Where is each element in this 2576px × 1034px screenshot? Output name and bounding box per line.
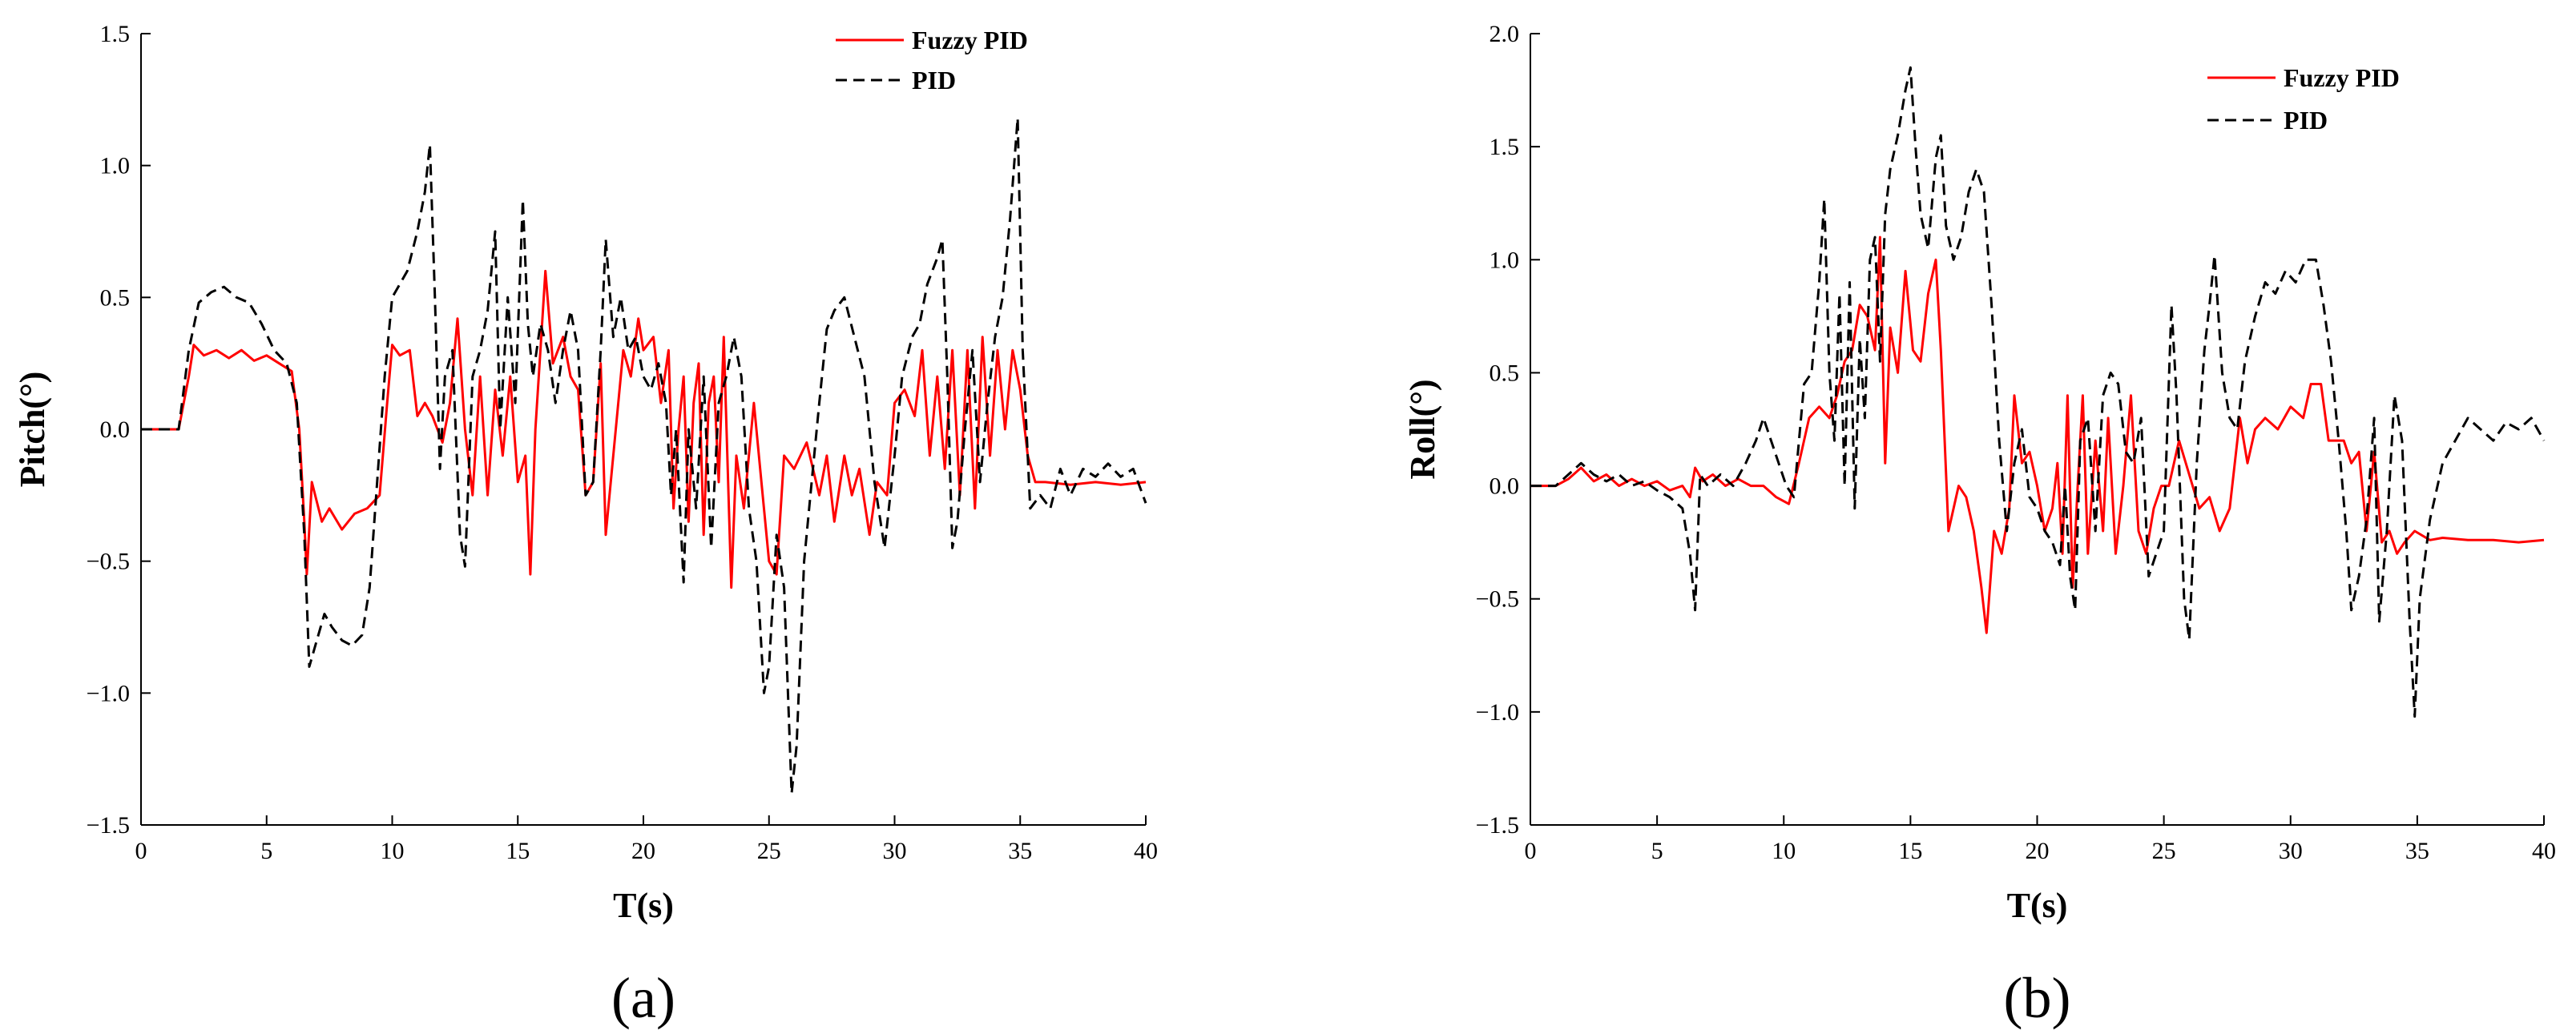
x-tick-label: 0 [1525, 838, 1537, 864]
y-tick-label: −0.5 [87, 549, 130, 575]
legend-label: Fuzzy PID [2284, 63, 2400, 92]
series-line-fuzzy-pid [1530, 235, 2545, 634]
y-axis-title: Pitch(°) [13, 372, 52, 488]
panel-label: (a) [611, 966, 675, 1030]
y-tick-label: −1.5 [1476, 812, 1519, 839]
series-line-pid [141, 116, 1147, 795]
y-axis-title: Roll(°) [1403, 379, 1442, 479]
y-tick-label: 2.0 [1490, 21, 1520, 47]
x-tick-label: 25 [2152, 838, 2176, 864]
x-axis-title: T(s) [2007, 886, 2068, 925]
x-tick-label: 5 [1651, 838, 1663, 864]
y-tick-label: −1.5 [87, 812, 130, 839]
legend-label: Fuzzy PID [912, 26, 1028, 54]
series-line-fuzzy-pid [141, 269, 1147, 589]
series-line-pid [1530, 66, 2546, 718]
y-tick-label: 1.5 [1490, 134, 1520, 160]
y-tick-label: 0.5 [1490, 360, 1520, 386]
y-tick-label: −0.5 [1476, 586, 1519, 613]
x-tick-label: 20 [2026, 838, 2050, 864]
y-tick-label: 1.5 [100, 21, 131, 47]
x-tick-label: 20 [631, 838, 655, 864]
x-tick-label: 25 [757, 838, 781, 864]
panel-b: 0 5 10 15 20 25 30 35 40 −1.5 −1.0 −0.5 0.0 0.5 1.0 1.5… [1403, 21, 2556, 1030]
x-tick-label: 10 [381, 838, 405, 864]
x-axis-title: T(s) [613, 886, 674, 925]
x-tick-label: 15 [506, 838, 530, 864]
x-tick-label: 35 [2405, 838, 2429, 864]
x-tick-label: 5 [260, 838, 272, 864]
y-tick-label: 0.0 [100, 416, 131, 443]
y-tick-label: −1.0 [1476, 699, 1519, 726]
y-tick-label: 1.0 [100, 153, 131, 179]
y-tick-label: 0.5 [100, 284, 131, 311]
y-tick-label: 1.0 [1490, 247, 1520, 273]
y-tick-label: 0.0 [1490, 473, 1520, 500]
x-tick-label: 40 [2532, 838, 2556, 864]
panel-label: (b) [2004, 966, 2071, 1030]
x-tick-label: 40 [1134, 838, 1158, 864]
legend-label: PID [912, 66, 956, 95]
x-tick-label: 30 [2279, 838, 2303, 864]
x-tick-label: 10 [1772, 838, 1796, 864]
x-tick-label: 30 [883, 838, 907, 864]
panel-a: 0 5 10 15 20 25 30 35 40 −1.5 −1.0 −0.5 0.0 0.5 1.0 1.5… [13, 21, 1158, 1030]
x-tick-label: 0 [135, 838, 147, 864]
x-tick-label: 15 [1898, 838, 1922, 864]
legend-label: PID [2284, 106, 2328, 135]
y-tick-label: −1.0 [87, 680, 130, 706]
x-tick-label: 35 [1008, 838, 1032, 864]
